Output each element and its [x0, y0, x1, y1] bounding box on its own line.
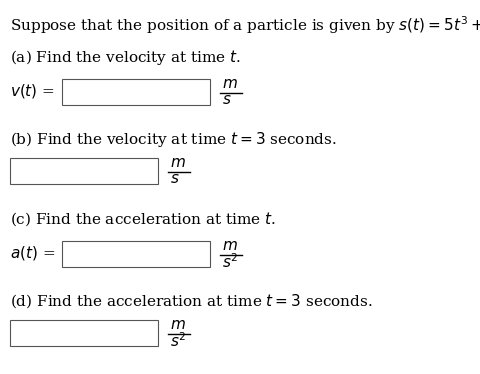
Text: (a) Find the velocity at time $t$.: (a) Find the velocity at time $t$.: [10, 48, 241, 67]
FancyBboxPatch shape: [10, 158, 158, 184]
Text: (b) Find the velocity at time $t = 3$ seconds.: (b) Find the velocity at time $t = 3$ se…: [10, 130, 337, 149]
Text: (d) Find the acceleration at time $t = 3$ seconds.: (d) Find the acceleration at time $t = 3…: [10, 292, 372, 310]
FancyBboxPatch shape: [62, 241, 210, 267]
Text: Suppose that the position of a particle is given by $s(t) = 5t^3 + 6t + 9$.: Suppose that the position of a particle …: [10, 14, 480, 36]
Text: $s^2$: $s^2$: [222, 253, 239, 272]
FancyBboxPatch shape: [62, 79, 210, 105]
Text: $s^2$: $s^2$: [170, 332, 186, 350]
Text: $m$: $m$: [222, 239, 238, 253]
Text: $m$: $m$: [222, 77, 238, 91]
Text: $s$: $s$: [170, 172, 180, 186]
Text: (c) Find the acceleration at time $t$.: (c) Find the acceleration at time $t$.: [10, 210, 276, 228]
Text: $s$: $s$: [222, 93, 232, 107]
Text: $a(t)$ =: $a(t)$ =: [10, 244, 55, 262]
Text: $v(t)$ =: $v(t)$ =: [10, 82, 55, 100]
Text: $m$: $m$: [170, 156, 186, 170]
FancyBboxPatch shape: [10, 320, 158, 346]
Text: $m$: $m$: [170, 318, 186, 332]
